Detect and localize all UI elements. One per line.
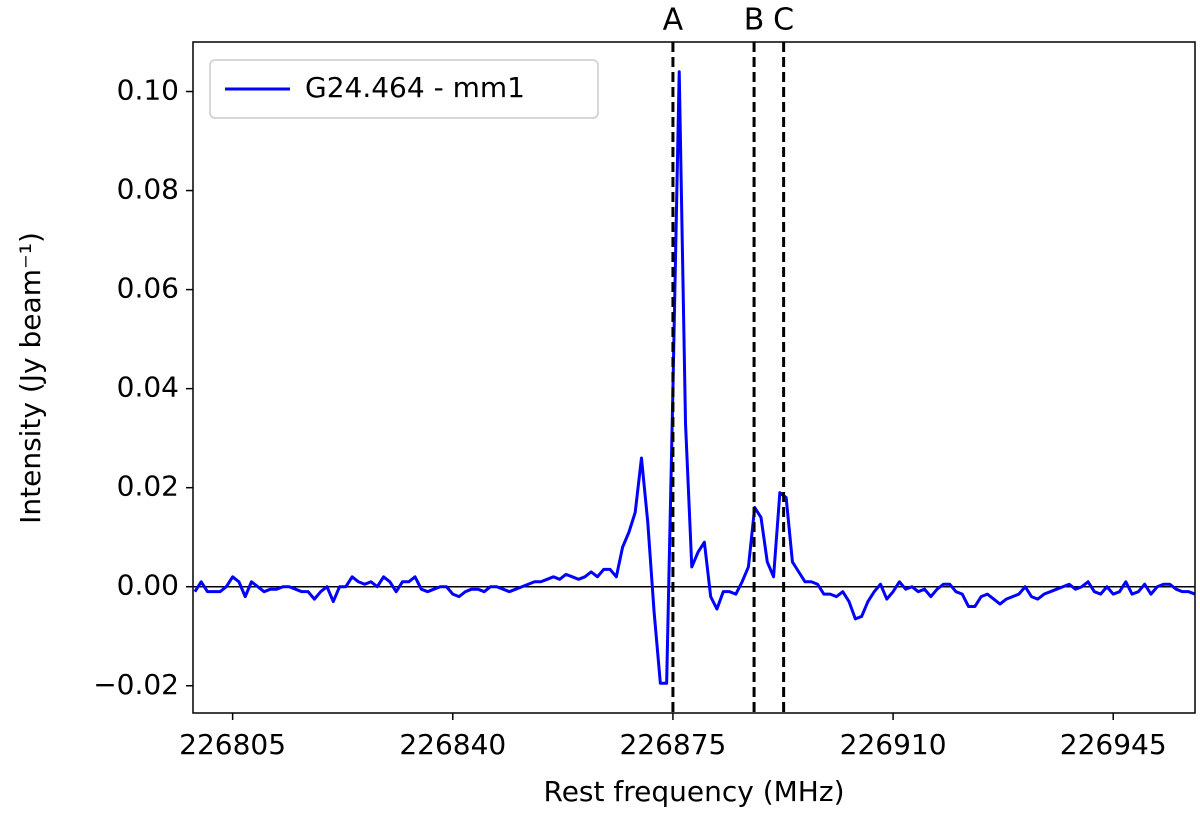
y-tick-label: 0.00 <box>117 569 179 602</box>
marker-label: B <box>744 3 765 38</box>
x-tick-label: 226805 <box>179 728 286 761</box>
y-tick-label: 0.06 <box>117 272 179 305</box>
y-tick-label: 0.08 <box>117 173 179 206</box>
y-tick-label: 0.02 <box>117 470 179 503</box>
x-tick-label: 226840 <box>399 728 506 761</box>
x-axis-label: Rest frequency (MHz) <box>544 775 845 808</box>
x-tick-label: 226875 <box>619 728 726 761</box>
x-tick-label: 226945 <box>1060 728 1167 761</box>
legend-box <box>209 59 599 119</box>
y-tick-label: 0.10 <box>117 74 179 107</box>
plot-frame <box>192 41 1196 714</box>
marker-label: C <box>773 3 794 38</box>
y-tick-label: 0.04 <box>117 371 179 404</box>
y-tick-label: −0.02 <box>93 668 179 701</box>
marker-label: A <box>663 3 684 38</box>
legend-label: G24.464 - mm1 <box>305 71 525 104</box>
x-tick-label: 226910 <box>840 728 947 761</box>
series-line <box>193 70 1195 685</box>
y-axis-label: Intensity (Jy beam⁻¹) <box>14 232 47 524</box>
